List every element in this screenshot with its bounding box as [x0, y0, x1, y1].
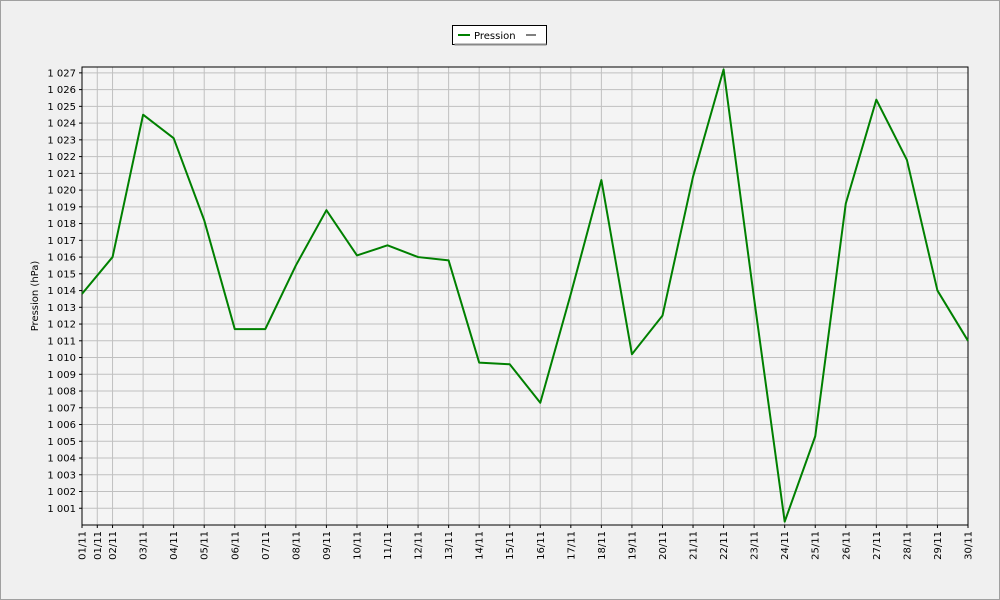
legend-shadow [454, 43, 547, 46]
x-tick-label: 01/11 [93, 531, 104, 560]
x-tick-label: 08/11 [291, 531, 302, 560]
x-tick-label: 19/11 [627, 531, 638, 560]
y-tick-label: 1 027 [47, 68, 76, 79]
y-tick-label: 1 006 [47, 420, 76, 431]
x-tick-label: 23/11 [750, 531, 761, 560]
y-tick-label: 1 011 [47, 336, 76, 347]
y-tick-label: 1 020 [47, 186, 76, 197]
y-tick-label: 1 025 [47, 102, 76, 113]
x-tick-label: 13/11 [444, 531, 455, 560]
plot-border [81, 66, 969, 526]
x-tick-label: 30/11 [964, 531, 975, 560]
x-tick-label: 01/11 [78, 531, 89, 560]
y-tick-label: 1 007 [47, 403, 76, 414]
x-tick-label: 03/11 [139, 531, 150, 560]
y-tick-label: 1 010 [47, 353, 76, 364]
x-tick-label: 12/11 [414, 531, 425, 560]
y-tick-label: 1 009 [47, 370, 76, 381]
y-tick-label: 1 021 [47, 169, 76, 180]
y-tick-label: 1 019 [47, 202, 76, 213]
x-tick-label: 28/11 [902, 531, 913, 560]
plot-area [82, 67, 968, 525]
y-tick-label: 1 024 [47, 119, 76, 130]
y-tick-label: 1 005 [47, 437, 76, 448]
y-axis-label: Pression (hPa) [30, 261, 41, 332]
x-tick-label: 02/11 [108, 531, 119, 560]
x-tick-label: 11/11 [383, 531, 394, 560]
y-tick-label: 1 023 [47, 135, 76, 146]
y-tick-label: 1 002 [47, 487, 76, 498]
x-tick-label: 09/11 [322, 531, 333, 560]
legend-label: Pression [474, 31, 516, 42]
x-tick-label: 06/11 [230, 531, 241, 560]
x-tick-label: 29/11 [933, 531, 944, 560]
x-tick-label: 05/11 [200, 531, 211, 560]
x-tick-label: 25/11 [811, 531, 822, 560]
x-tick-label: 20/11 [658, 531, 669, 560]
x-tick-label: 26/11 [841, 531, 852, 560]
x-tick-label: 18/11 [597, 531, 608, 560]
y-tick-label: 1 012 [47, 320, 76, 331]
x-tick-label: 15/11 [505, 531, 516, 560]
y-tick-label: 1 017 [47, 236, 76, 247]
x-tick-label: 16/11 [536, 531, 547, 560]
y-tick-label: 1 015 [47, 269, 76, 280]
y-tick-label: 1 013 [47, 303, 76, 314]
y-tick-label: 1 018 [47, 219, 76, 230]
x-tick-label: 07/11 [261, 531, 272, 560]
y-tick-label: 1 016 [47, 253, 76, 264]
x-tick-label: 17/11 [566, 531, 577, 560]
x-tick-label: 22/11 [719, 531, 730, 560]
y-tick-label: 1 008 [47, 387, 76, 398]
y-tick-label: 1 004 [47, 454, 76, 465]
y-tick-label: 1 003 [47, 470, 76, 481]
x-tick-label: 14/11 [475, 531, 486, 560]
y-tick-label: 1 001 [47, 504, 76, 515]
y-tick-label: 1 022 [47, 152, 76, 163]
legend: Pression [452, 25, 547, 46]
x-tick-label: 24/11 [780, 531, 791, 560]
x-tick-label: 10/11 [352, 531, 363, 560]
x-tick-label: 27/11 [872, 531, 883, 560]
data-line [81, 68, 969, 523]
y-tick-label: 1 026 [47, 85, 76, 96]
y-tick-label: 1 014 [47, 286, 76, 297]
x-tick-label: 21/11 [689, 531, 700, 560]
x-tick-label: 04/11 [169, 531, 180, 560]
